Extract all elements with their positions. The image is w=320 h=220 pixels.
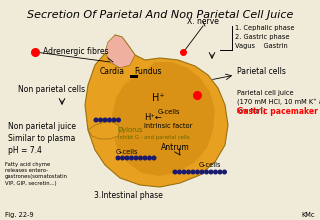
Circle shape <box>103 118 107 122</box>
Circle shape <box>200 170 204 174</box>
Circle shape <box>143 156 147 160</box>
Circle shape <box>218 170 222 174</box>
Text: Cardia: Cardia <box>100 68 124 77</box>
Circle shape <box>152 156 156 160</box>
Text: X. nerve: X. nerve <box>187 18 219 26</box>
Circle shape <box>178 170 181 174</box>
Circle shape <box>94 118 98 122</box>
Text: Vagus    Gastrin: Vagus Gastrin <box>235 43 288 49</box>
Circle shape <box>214 170 217 174</box>
Text: Gastric pacemaker: Gastric pacemaker <box>237 108 318 117</box>
Circle shape <box>112 118 116 122</box>
Text: G-cells: G-cells <box>116 149 138 155</box>
Text: H⁺←: H⁺← <box>144 114 162 123</box>
Circle shape <box>108 118 111 122</box>
Circle shape <box>205 170 208 174</box>
Text: Non parietal cells: Non parietal cells <box>18 86 85 95</box>
Circle shape <box>117 118 120 122</box>
Text: Adrenergic fibres: Adrenergic fibres <box>43 48 108 57</box>
Circle shape <box>187 170 190 174</box>
Circle shape <box>130 156 133 160</box>
Text: 3.Intestinal phase: 3.Intestinal phase <box>93 191 163 200</box>
Text: Øylorus: Øylorus <box>118 127 143 133</box>
Circle shape <box>191 170 195 174</box>
Text: inhibt G - and parietal cells: inhibt G - and parietal cells <box>118 136 190 141</box>
Text: Secretion Of Parietal And Non Parietal Cell Juice: Secretion Of Parietal And Non Parietal C… <box>27 10 293 20</box>
Text: 1. Cephalic phase: 1. Cephalic phase <box>235 25 294 31</box>
Text: Fatty acid chyme
releases entero-
gastrones(somatostatin
VIP, GIP, secretin...): Fatty acid chyme releases entero- gastro… <box>5 162 68 186</box>
Polygon shape <box>88 122 120 139</box>
Text: Fig. 22-9: Fig. 22-9 <box>5 212 34 218</box>
Circle shape <box>134 156 138 160</box>
Polygon shape <box>105 35 135 68</box>
Text: Intrinsic factor: Intrinsic factor <box>144 123 192 129</box>
Text: H⁺: H⁺ <box>152 93 164 103</box>
Text: Antrum: Antrum <box>161 143 189 152</box>
Circle shape <box>139 156 142 160</box>
Text: Non parietal juice
Similar to plasma
pH = 7.4: Non parietal juice Similar to plasma pH … <box>8 122 76 155</box>
Circle shape <box>223 170 226 174</box>
Circle shape <box>196 170 199 174</box>
Text: G-cells: G-cells <box>158 109 180 115</box>
Text: Parietal cell juice
(170 mM HCl, 10 mM K⁺ and
low Na⁺): Parietal cell juice (170 mM HCl, 10 mM K… <box>237 90 320 115</box>
Bar <box>130 75 138 78</box>
Circle shape <box>173 170 177 174</box>
Polygon shape <box>112 62 215 176</box>
Text: Parietal cells: Parietal cells <box>237 68 286 77</box>
Circle shape <box>121 156 124 160</box>
Circle shape <box>116 156 120 160</box>
Circle shape <box>209 170 213 174</box>
Text: G-cells: G-cells <box>199 162 221 168</box>
Circle shape <box>99 118 102 122</box>
Circle shape <box>125 156 129 160</box>
Circle shape <box>182 170 186 174</box>
Text: 2. Gastric phase: 2. Gastric phase <box>235 34 290 40</box>
Text: KMc: KMc <box>301 212 315 218</box>
Polygon shape <box>85 35 228 187</box>
Text: Fundus: Fundus <box>134 68 162 77</box>
Circle shape <box>148 156 151 160</box>
